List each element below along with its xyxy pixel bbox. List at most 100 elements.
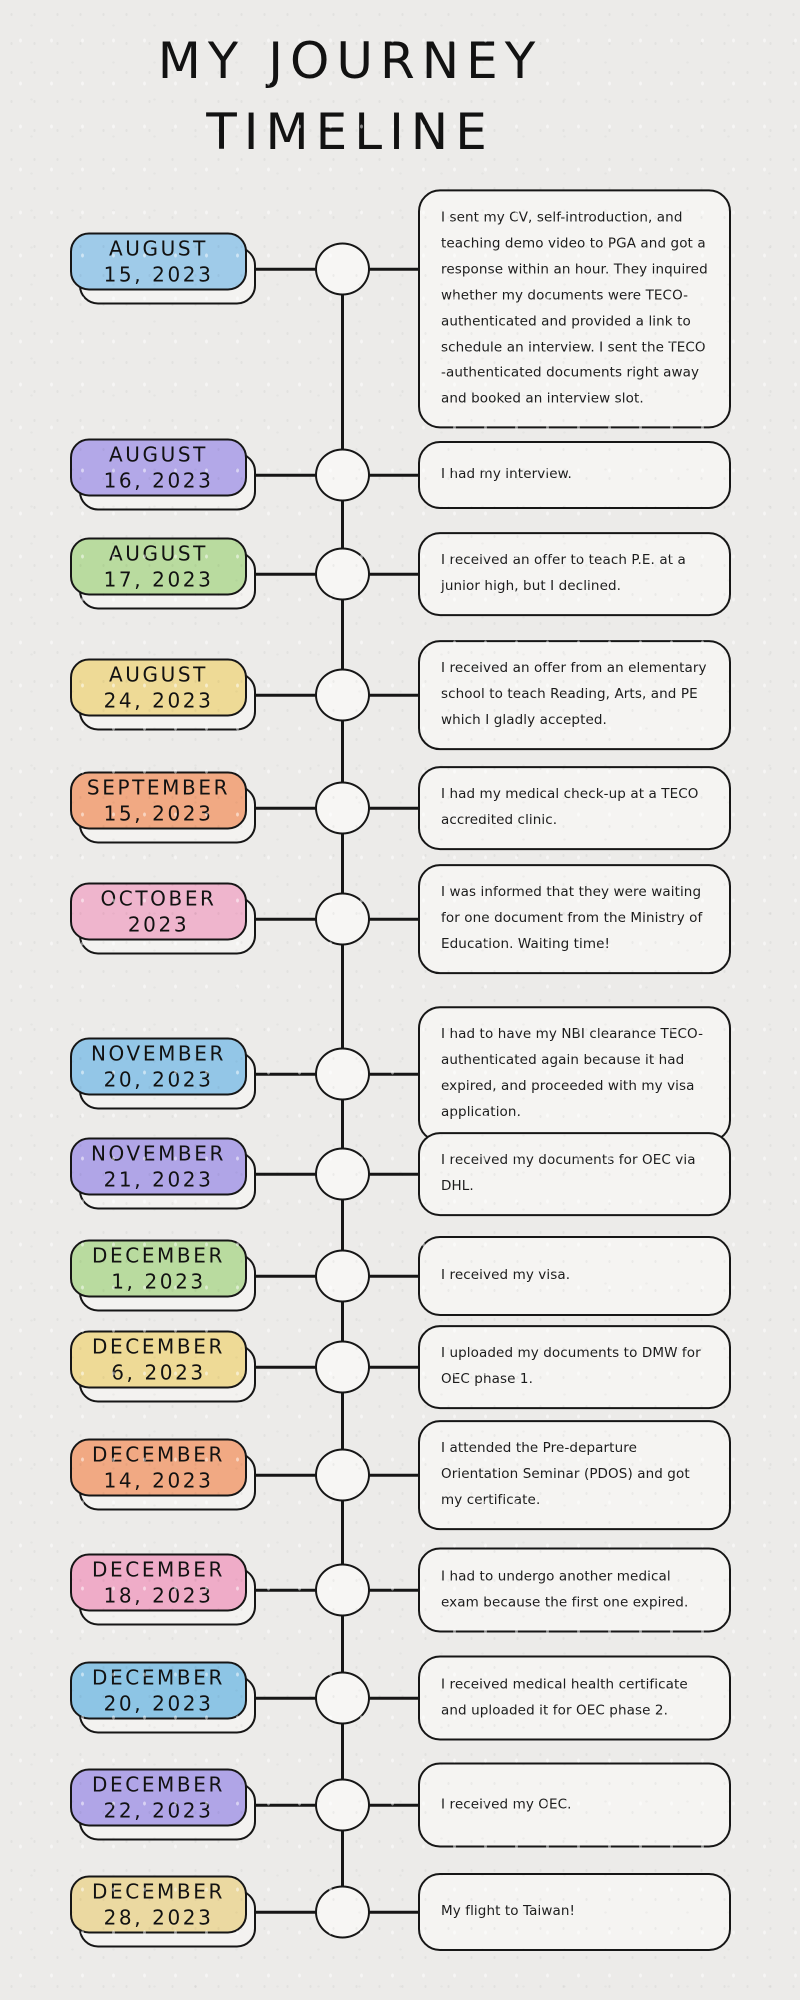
page-title-line1: MY JOURNEY [157, 32, 543, 90]
date-badge: DECEMBER 22, 2023 [70, 1768, 257, 1842]
timeline-node-circle [315, 1047, 370, 1101]
timeline-node-circle [315, 1249, 370, 1303]
event-box: I received my OEC. [418, 1762, 731, 1848]
date-badge-face: DECEMBER 28, 2023 [70, 1875, 247, 1934]
date-badge-face: AUGUST 15, 2023 [70, 232, 247, 291]
timeline-node-circle [315, 1671, 370, 1725]
event-description: I had to undergo another medical exam be… [441, 1568, 689, 1610]
date-badge: AUGUST 24, 2023 [70, 658, 257, 732]
date-month: NOVEMBER [91, 1041, 226, 1066]
date-day-year: 14, 2023 [103, 1468, 214, 1493]
date-badge-face: DECEMBER 22, 2023 [70, 1768, 247, 1827]
date-month: OCTOBER [100, 886, 217, 911]
date-day-year: 24, 2023 [103, 688, 214, 713]
date-badge: DECEMBER 6, 2023 [70, 1330, 257, 1404]
date-month: DECEMBER [92, 1243, 225, 1268]
timeline-node-circle [315, 1563, 370, 1617]
event-description: I received an offer to teach P.E. at a j… [441, 552, 686, 594]
event-box: My flight to Taiwan! [418, 1873, 731, 1951]
event-box: I attended the Pre-departure Orientation… [418, 1420, 731, 1530]
event-description: I received my visa. [441, 1267, 571, 1284]
event-description: My flight to Taiwan! [441, 1903, 576, 1920]
date-badge: DECEMBER 1, 2023 [70, 1239, 257, 1313]
date-month: AUGUST [109, 541, 208, 566]
date-badge-face: DECEMBER 1, 2023 [70, 1239, 247, 1298]
page-title: MY JOURNEY TIMELINE [0, 26, 700, 168]
timeline-node-circle [315, 1778, 370, 1832]
date-month: AUGUST [109, 662, 208, 687]
date-month: NOVEMBER [91, 1141, 226, 1166]
event-description: I sent my CV, self-introduction, and tea… [441, 209, 708, 407]
date-badge: AUGUST 15, 2023 [70, 232, 257, 306]
page-title-line2: TIMELINE [206, 103, 494, 161]
event-box: I received an offer from an elementary s… [418, 640, 731, 750]
date-month: DECEMBER [92, 1442, 225, 1467]
date-day-year: 15, 2023 [103, 801, 214, 826]
event-box: I sent my CV, self-introduction, and tea… [418, 189, 731, 429]
event-description: I received my OEC. [441, 1796, 572, 1813]
date-month: DECEMBER [92, 1665, 225, 1690]
timeline-node-circle [315, 1448, 370, 1502]
date-badge-face: AUGUST 24, 2023 [70, 658, 247, 717]
date-badge: AUGUST 17, 2023 [70, 537, 257, 611]
date-badge-face: DECEMBER 20, 2023 [70, 1661, 247, 1720]
date-day-year: 20, 2023 [103, 1691, 214, 1716]
event-box: I received my documents for OEC via DHL. [418, 1132, 731, 1216]
date-day-year: 18, 2023 [103, 1583, 214, 1608]
event-description: I had my medical check-up at a TECO accr… [441, 786, 699, 828]
timeline-node-circle [315, 668, 370, 722]
date-day-year: 28, 2023 [103, 1905, 214, 1930]
date-badge-face: DECEMBER 14, 2023 [70, 1438, 247, 1497]
event-box: I had my medical check-up at a TECO accr… [418, 766, 731, 850]
date-month: AUGUST [109, 236, 208, 261]
date-day-year: 22, 2023 [103, 1798, 214, 1823]
date-day-year: 17, 2023 [103, 567, 214, 592]
event-description: I attended the Pre-departure Orientation… [441, 1440, 690, 1508]
timeline-node-circle [315, 781, 370, 835]
date-month: DECEMBER [92, 1557, 225, 1582]
event-box: I received an offer to teach P.E. at a j… [418, 532, 731, 616]
date-month: DECEMBER [92, 1334, 225, 1359]
date-badge: DECEMBER 14, 2023 [70, 1438, 257, 1512]
timeline-node-circle [315, 547, 370, 601]
date-badge: OCTOBER 2023 [70, 882, 257, 956]
date-month: DECEMBER [92, 1772, 225, 1797]
event-box: I had to undergo another medical exam be… [418, 1547, 731, 1633]
date-badge: DECEMBER 28, 2023 [70, 1875, 257, 1949]
timeline-node-circle [315, 892, 370, 946]
date-month: SEPTEMBER [86, 775, 231, 800]
date-day-year: 1, 2023 [111, 1269, 206, 1294]
date-badge-face: NOVEMBER 21, 2023 [70, 1137, 247, 1196]
date-day-year: 15, 2023 [103, 262, 214, 287]
date-badge-face: OCTOBER 2023 [70, 882, 247, 941]
timeline-node-circle [315, 1147, 370, 1201]
timeline-node-circle [315, 448, 370, 502]
date-month: DECEMBER [92, 1879, 225, 1904]
event-description: I had my interview. [441, 466, 572, 483]
event-description: I received my documents for OEC via DHL. [441, 1152, 696, 1194]
event-description: I received an offer from an elementary s… [441, 660, 707, 728]
date-day-year: 16, 2023 [103, 468, 214, 493]
date-badge: SEPTEMBER 15, 2023 [70, 771, 257, 845]
timeline-node-circle [315, 1885, 370, 1939]
date-day-year: 2023 [127, 912, 190, 937]
date-badge: NOVEMBER 21, 2023 [70, 1137, 257, 1211]
event-description: I uploaded my documents to DMW for OEC p… [441, 1345, 701, 1387]
date-badge-face: DECEMBER 6, 2023 [70, 1330, 247, 1389]
date-badge: AUGUST 16, 2023 [70, 438, 257, 512]
date-badge-face: DECEMBER 18, 2023 [70, 1553, 247, 1612]
date-badge-face: SEPTEMBER 15, 2023 [70, 771, 247, 830]
event-description: I had to have my NBI clearance TECO-auth… [441, 1026, 704, 1120]
event-description: I was informed that they were waiting fo… [441, 884, 703, 952]
date-badge-face: AUGUST 16, 2023 [70, 438, 247, 497]
date-badge: DECEMBER 20, 2023 [70, 1661, 257, 1735]
date-month: AUGUST [109, 442, 208, 467]
date-day-year: 6, 2023 [111, 1360, 206, 1385]
event-box: I was informed that they were waiting fo… [418, 864, 731, 974]
date-badge: NOVEMBER 20, 2023 [70, 1037, 257, 1111]
timeline-node-circle [315, 242, 370, 296]
date-badge-face: NOVEMBER 20, 2023 [70, 1037, 247, 1096]
event-box: I received medical health certificate an… [418, 1655, 731, 1741]
date-day-year: 20, 2023 [103, 1067, 214, 1092]
